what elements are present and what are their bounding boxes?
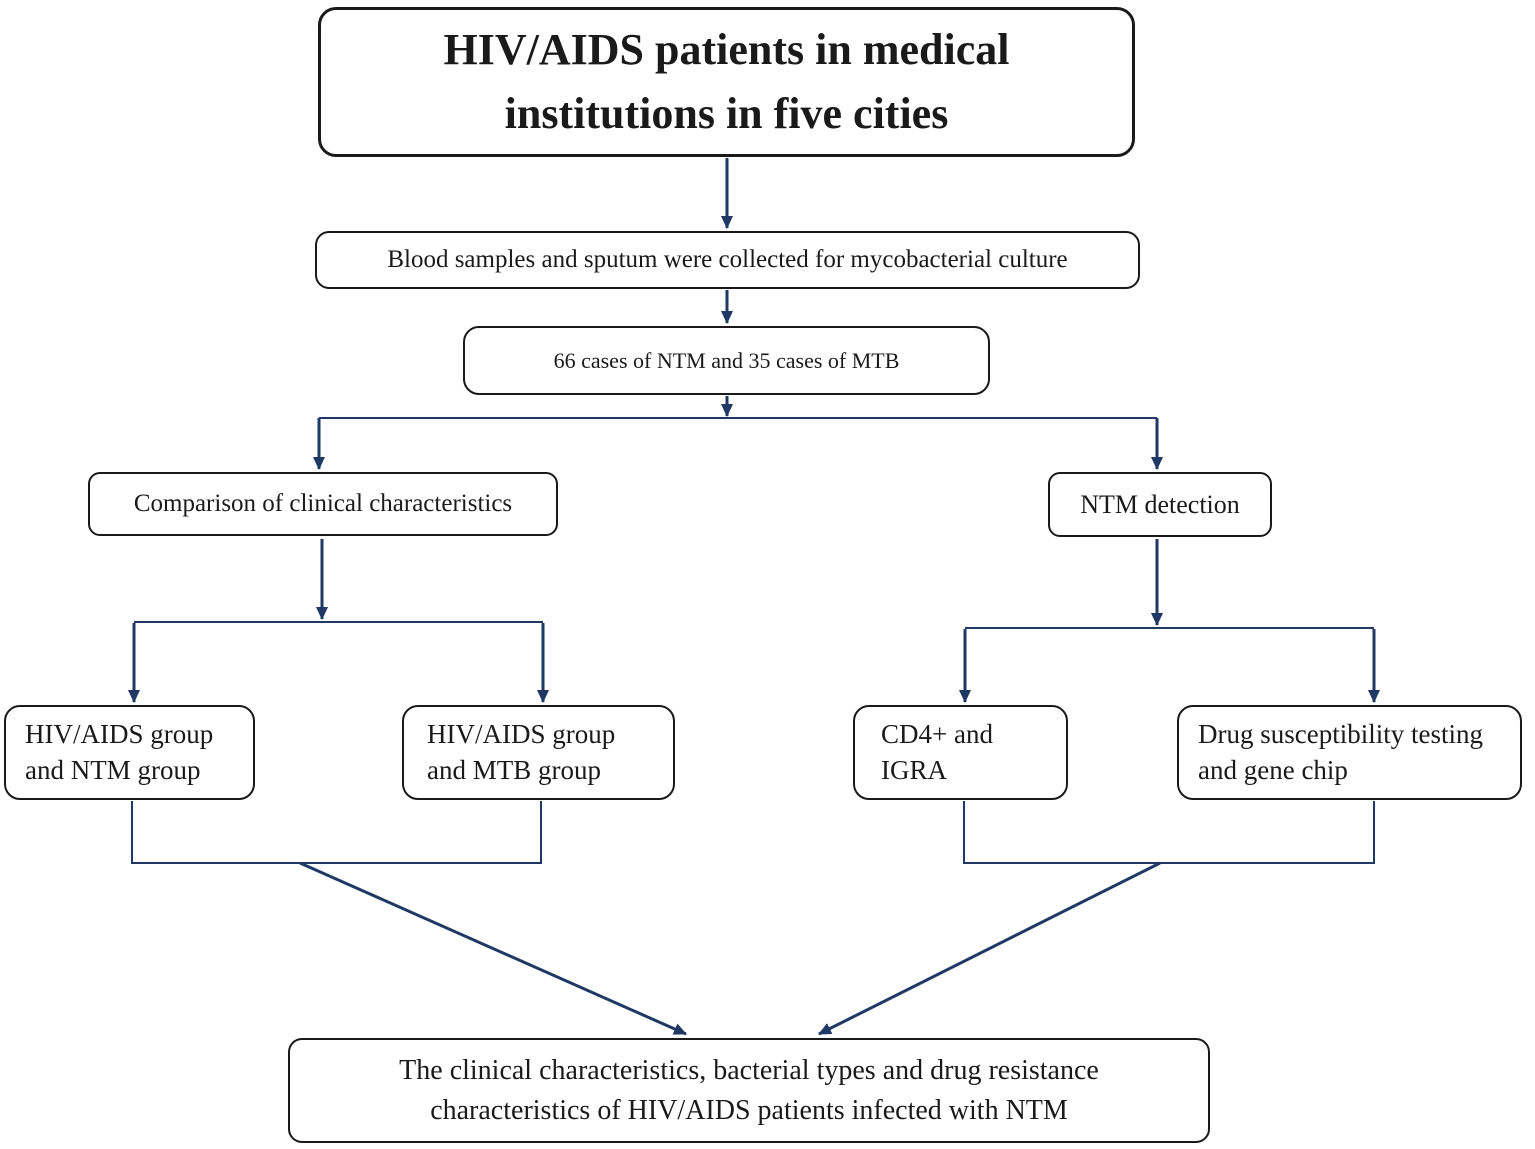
node-cd4-igra-line1: CD4+ and: [881, 718, 993, 749]
node-group-ntm-line2: and NTM group: [25, 754, 201, 785]
node-group-ntm: HIV/AIDS group and NTM group: [4, 705, 255, 800]
node-cd4-igra-line2: IGRA: [881, 754, 947, 785]
node-ntm-detection-label: NTM detection: [1080, 489, 1240, 519]
node-group-mtb-line2: and MTB group: [427, 754, 601, 785]
node-group-mtb-line1: HIV/AIDS group: [427, 718, 616, 749]
node-outcome-line1: The clinical characteristics, bacterial …: [399, 1054, 1099, 1086]
node-title-line2: institutions in five cities: [504, 89, 949, 138]
node-title: HIV/AIDS patients in medical institution…: [318, 7, 1135, 157]
node-collection: Blood samples and sputum were collected …: [315, 231, 1140, 289]
node-comparison: Comparison of clinical characteristics: [88, 472, 558, 536]
arrow-right-merge-to-outcome: [818, 861, 1161, 1036]
node-outcome: The clinical characteristics, bacterial …: [288, 1038, 1210, 1143]
node-cases: 66 cases of NTM and 35 cases of MTB: [463, 326, 990, 395]
node-group-mtb: HIV/AIDS group and MTB group: [402, 705, 675, 800]
node-cases-label: 66 cases of NTM and 35 cases of MTB: [553, 347, 900, 373]
arrow-left-merge-to-outcome: [299, 861, 687, 1036]
node-comparison-label: Comparison of clinical characteristics: [133, 490, 513, 517]
merge-right-connector: [963, 801, 1375, 864]
node-title-line1: HIV/AIDS patients in medical: [443, 25, 1010, 75]
node-drug-testing: Drug susceptibility testing and gene chi…: [1177, 705, 1522, 800]
merge-left-connector: [131, 801, 542, 864]
node-outcome-line2: characteristics of HIV/AIDS patients inf…: [430, 1094, 1068, 1126]
node-group-ntm-line1: HIV/AIDS group: [25, 718, 214, 749]
node-drug-testing-line2: and gene chip: [1198, 754, 1348, 785]
node-drug-testing-line1: Drug susceptibility testing: [1198, 718, 1483, 749]
node-collection-label: Blood samples and sputum were collected …: [387, 246, 1068, 273]
node-cd4-igra: CD4+ and IGRA: [853, 705, 1068, 800]
node-ntm-detection: NTM detection: [1048, 472, 1272, 537]
